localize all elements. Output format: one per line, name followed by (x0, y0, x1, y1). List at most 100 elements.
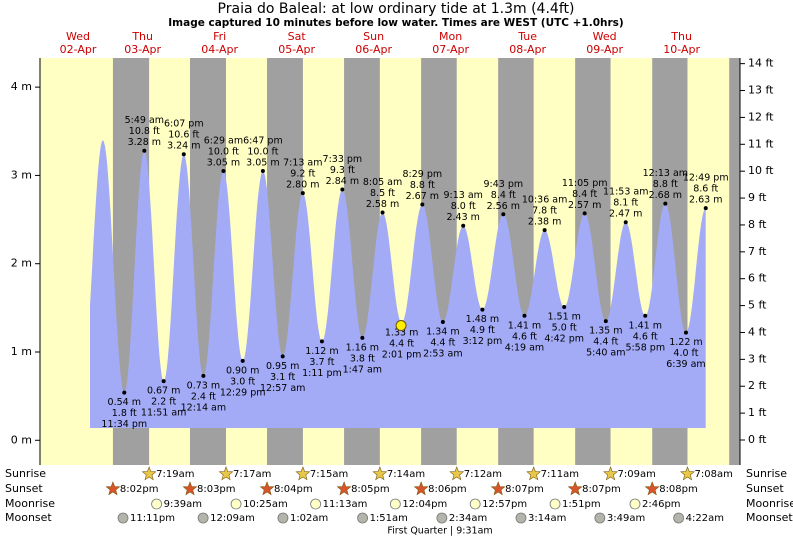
y2-tick-label: 5 ft (748, 299, 767, 312)
tide-label: 6:29 am (204, 136, 243, 147)
tide-label: 10.8 ft (129, 126, 160, 137)
y2-tick-label: 1 ft (748, 406, 767, 419)
tide-label: 11:05 pm (562, 178, 608, 189)
weekday-label: Wed (593, 30, 617, 43)
row-label: Sunrise (5, 467, 46, 480)
moon-icon (197, 512, 209, 524)
tide-label: 2.56 m (487, 201, 520, 212)
tide-label: 3.8 ft (350, 353, 375, 364)
moon-icon (515, 512, 527, 524)
row-time: 9:39am (164, 499, 202, 510)
sun-icon (218, 466, 234, 481)
row-time: 8:06pm (428, 484, 467, 495)
moon-icon (230, 498, 242, 510)
tide-label: 5:58 pm (625, 342, 665, 353)
tide-extreme (161, 379, 166, 384)
tide-extreme (663, 201, 668, 206)
tide-label: 2.47 m (609, 209, 642, 220)
tide-label: 0.67 m (147, 386, 180, 397)
sun-icon (644, 481, 660, 496)
tide-label: 5:49 am (125, 115, 164, 126)
row-time: 1:51pm (562, 499, 601, 510)
weekday-label: Mon (439, 30, 462, 43)
tide-extreme (319, 339, 324, 344)
tide-label: 8.4 ft (491, 190, 516, 201)
date-label: 09-Apr (586, 43, 623, 56)
tide-label: 4.9 ft (470, 325, 495, 336)
tide-label: 10.6 ft (168, 130, 199, 141)
y-tick-label: 0 m (11, 433, 32, 446)
date-label: 06-Apr (355, 43, 392, 56)
tide-label: 9:13 am (443, 190, 482, 201)
sun-icon (679, 466, 696, 481)
tide-extreme (501, 212, 506, 217)
tide-label: 9.2 ft (290, 169, 315, 180)
tide-label: 2.58 m (366, 199, 399, 210)
tide-extreme (360, 335, 365, 340)
tide-label: 2.4 ft (191, 391, 216, 402)
tide-label: 10.0 ft (247, 147, 278, 158)
tide-label: 10.0 ft (208, 147, 239, 158)
tide-label: 8.6 ft (693, 184, 718, 195)
tide-label: 9:43 pm (483, 179, 523, 190)
tide-extreme (623, 220, 628, 225)
moon-icon (594, 512, 606, 524)
tide-label: 4:19 am (505, 342, 544, 353)
row-time: 7:11am (541, 469, 579, 480)
tide-label: 8.8 ft (410, 180, 435, 191)
row-time: 7:09am (618, 469, 656, 480)
weekday-label: Wed (66, 30, 90, 43)
tide-label: 8.0 ft (451, 201, 476, 212)
weekday-label: Fri (213, 30, 226, 43)
row-time: 1:02am (290, 513, 328, 524)
tide-label: 1.34 m (426, 326, 459, 337)
row-time: 11:13am (323, 499, 368, 510)
tide-label: 3:12 pm (463, 336, 503, 347)
tide-label: 0.73 m (187, 380, 220, 391)
chart-title: Praia do Baleal: at low ordinary tide at… (218, 1, 575, 17)
tide-extreme (300, 191, 305, 196)
current-level (395, 320, 407, 332)
tide-label: 3.7 ft (309, 357, 334, 368)
tide-label: 3.24 m (167, 141, 200, 152)
tide-label: 2.63 m (689, 195, 722, 206)
weekday-label: Tue (517, 30, 537, 43)
tide-label: 6:39 am (666, 359, 705, 370)
tide-extreme (280, 354, 285, 359)
row-time: 4:22am (686, 513, 724, 524)
date-label: 08-Apr (509, 43, 546, 56)
row-time: 12:09am (210, 513, 255, 524)
y-tick-label: 3 m (11, 168, 32, 181)
night-band (729, 58, 740, 465)
tide-label: 1:11 pm (302, 368, 342, 379)
tide-label: 2.67 m (406, 191, 439, 202)
tide-label: 6:47 pm (243, 136, 283, 147)
tide-label: 2.84 m (326, 176, 359, 187)
row-label-right: Sunrise (746, 467, 787, 480)
sun-icon (372, 466, 388, 481)
date-label: 02-Apr (60, 43, 97, 56)
y2-tick-label: 3 ft (748, 352, 767, 365)
tide-label: 11:51 am (141, 408, 186, 419)
y2-tick-label: 14 ft (748, 57, 774, 70)
moon-icon (469, 498, 481, 510)
date-label: 05-Apr (278, 43, 315, 56)
tide-label: 2:01 pm (382, 349, 422, 360)
tide-label: 4.4 ft (430, 337, 455, 348)
tide-label: 8.8 ft (653, 179, 678, 190)
y-tick-label: 2 m (11, 257, 32, 270)
tide-label: 1.41 m (629, 320, 662, 331)
date-label: 10-Apr (663, 43, 700, 56)
moon-icon (629, 498, 641, 510)
tide-area (90, 140, 706, 428)
tide-label: 8.5 ft (370, 188, 395, 199)
tide-label: 11:53 am (603, 187, 648, 198)
tide-label: 8:29 pm (403, 169, 443, 180)
moon-icon (117, 512, 129, 524)
tide-extreme (542, 228, 547, 233)
row-time: 11:11pm (130, 513, 175, 524)
tide-extreme (461, 223, 466, 228)
tide-label: 1.41 m (508, 320, 541, 331)
moon-icon (151, 498, 163, 510)
tide-label: 2:53 am (423, 348, 462, 359)
